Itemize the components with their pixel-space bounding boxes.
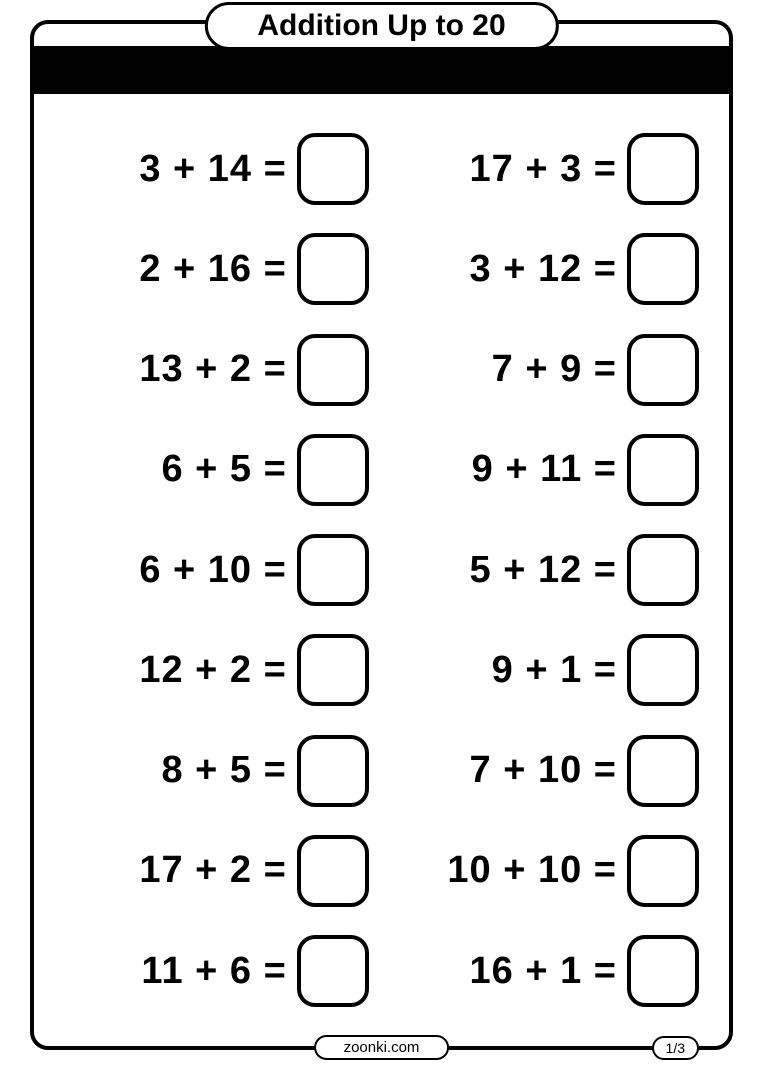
problem-row: 3 + 14 =	[64, 124, 369, 214]
problem-row: 7 + 9 =	[394, 325, 699, 415]
outer-frame: Addition Up to 20 3 + 14 = 2 + 16 = 13 +…	[30, 20, 733, 1050]
problem-row: 8 + 5 =	[64, 726, 369, 816]
expression: 12 + 2 =	[64, 649, 297, 692]
answer-box[interactable]	[627, 835, 699, 907]
problem-row: 6 + 10 =	[64, 525, 369, 615]
answer-box[interactable]	[297, 334, 369, 406]
header-band	[34, 46, 729, 94]
expression: 17 + 3 =	[394, 148, 627, 191]
expression: 6 + 10 =	[64, 549, 297, 592]
expression: 9 + 1 =	[394, 649, 627, 692]
expression: 17 + 2 =	[64, 849, 297, 892]
page-number: 1/3	[652, 1036, 699, 1060]
problem-row: 10 + 10 =	[394, 826, 699, 916]
answer-box[interactable]	[627, 735, 699, 807]
answer-box[interactable]	[297, 835, 369, 907]
expression: 16 + 1 =	[394, 950, 627, 993]
worksheet-page: Addition Up to 20 3 + 14 = 2 + 16 = 13 +…	[0, 0, 763, 1080]
answer-box[interactable]	[627, 634, 699, 706]
expression: 11 + 6 =	[64, 950, 297, 993]
problem-row: 3 + 12 =	[394, 224, 699, 314]
answer-box[interactable]	[297, 133, 369, 205]
answer-box[interactable]	[627, 334, 699, 406]
problem-row: 11 + 6 =	[64, 926, 369, 1016]
problem-row: 12 + 2 =	[64, 625, 369, 715]
answer-box[interactable]	[627, 233, 699, 305]
answer-box[interactable]	[297, 735, 369, 807]
expression: 7 + 9 =	[394, 348, 627, 391]
answer-box[interactable]	[297, 534, 369, 606]
expression: 13 + 2 =	[64, 348, 297, 391]
expression: 7 + 10 =	[394, 749, 627, 792]
answer-box[interactable]	[297, 935, 369, 1007]
left-column: 3 + 14 = 2 + 16 = 13 + 2 = 6 + 5 = 6 + 1…	[64, 124, 369, 1016]
problems-area: 3 + 14 = 2 + 16 = 13 + 2 = 6 + 5 = 6 + 1…	[34, 104, 729, 1016]
expression: 9 + 11 =	[394, 448, 627, 491]
expression: 2 + 16 =	[64, 248, 297, 291]
expression: 5 + 12 =	[394, 549, 627, 592]
problem-row: 7 + 10 =	[394, 726, 699, 816]
page-title: Addition Up to 20	[204, 2, 558, 50]
answer-box[interactable]	[627, 935, 699, 1007]
expression: 3 + 14 =	[64, 148, 297, 191]
problem-row: 16 + 1 =	[394, 926, 699, 1016]
footer-site-label: zoonki.com	[314, 1035, 450, 1060]
right-column: 17 + 3 = 3 + 12 = 7 + 9 = 9 + 11 = 5 + 1…	[394, 124, 699, 1016]
problem-row: 2 + 16 =	[64, 224, 369, 314]
expression: 3 + 12 =	[394, 248, 627, 291]
expression: 10 + 10 =	[394, 849, 627, 892]
expression: 8 + 5 =	[64, 749, 297, 792]
problem-row: 13 + 2 =	[64, 325, 369, 415]
problem-row: 9 + 1 =	[394, 625, 699, 715]
answer-box[interactable]	[627, 434, 699, 506]
problem-row: 17 + 2 =	[64, 826, 369, 916]
problem-row: 17 + 3 =	[394, 124, 699, 214]
problem-row: 5 + 12 =	[394, 525, 699, 615]
problem-row: 6 + 5 =	[64, 425, 369, 515]
answer-box[interactable]	[297, 634, 369, 706]
answer-box[interactable]	[297, 233, 369, 305]
problem-row: 9 + 11 =	[394, 425, 699, 515]
answer-box[interactable]	[627, 534, 699, 606]
answer-box[interactable]	[297, 434, 369, 506]
answer-box[interactable]	[627, 133, 699, 205]
expression: 6 + 5 =	[64, 448, 297, 491]
